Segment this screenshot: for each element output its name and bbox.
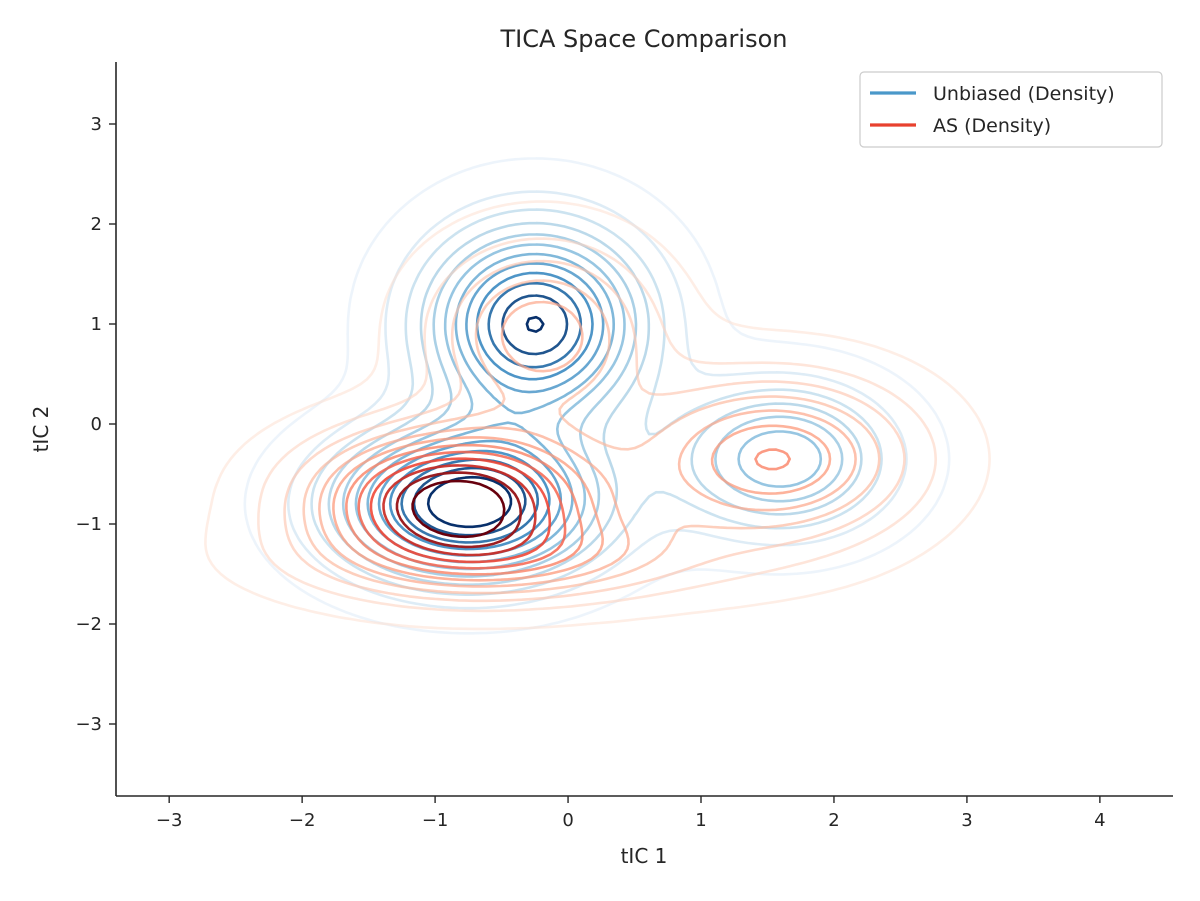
contour-level-as-7	[357, 450, 567, 570]
contour-level-as-3	[302, 279, 881, 595]
y-tick-label: 1	[91, 314, 102, 335]
contour-level-as-8	[369, 457, 552, 564]
y-tick-label: −2	[75, 614, 102, 635]
contour-level-unbiased-4	[341, 233, 844, 578]
y-tick-label: 2	[91, 214, 102, 235]
legend: Unbiased (Density) AS (Density)	[859, 71, 1163, 148]
x-tick-label: −2	[289, 810, 316, 831]
x-tick-label: 1	[695, 810, 706, 831]
contour-level-as-11	[411, 479, 506, 539]
contour-level-unbiased-2	[310, 208, 883, 596]
x-axis-label: tIC 1	[621, 844, 668, 868]
contour-layer	[204, 157, 991, 635]
y-tick-label: −1	[75, 514, 102, 535]
x-tick-label: 0	[562, 810, 573, 831]
x-tick-label: −3	[156, 810, 183, 831]
legend-box	[859, 71, 1163, 148]
y-tick-label: −3	[75, 714, 102, 735]
y-ticks: −3 −2 −1 0 1 2 3	[75, 114, 116, 735]
y-axis-label: tIC 2	[29, 406, 53, 453]
contour-level-as-0	[204, 200, 991, 631]
x-tick-label: 2	[828, 810, 839, 831]
contour-series-as	[204, 200, 991, 631]
contour-level-as-10	[395, 471, 522, 549]
x-tick-label: 4	[1094, 810, 1105, 831]
contour-level-as-5	[332, 424, 832, 582]
x-ticks: −3 −2 −1 0 1 2 3 4	[156, 796, 1106, 831]
contour-level-as-9	[382, 464, 537, 557]
x-tick-label: −1	[422, 810, 449, 831]
y-tick-label: 0	[91, 414, 102, 435]
chart-title: TICA Space Comparison	[499, 25, 787, 53]
contour-level-as-4	[318, 300, 857, 588]
legend-label-as: AS (Density)	[933, 115, 1051, 137]
contour-level-as-6	[345, 443, 791, 576]
contour-level-as-2	[283, 259, 906, 603]
x-tick-label: 3	[961, 810, 972, 831]
contour-level-as-1	[257, 237, 937, 613]
legend-label-unbiased: Unbiased (Density)	[933, 83, 1115, 105]
contour-series-unbiased	[243, 157, 951, 635]
y-tick-label: 3	[91, 114, 102, 135]
contour-level-unbiased-1	[287, 190, 908, 610]
contour-level-unbiased-11	[426, 315, 545, 529]
